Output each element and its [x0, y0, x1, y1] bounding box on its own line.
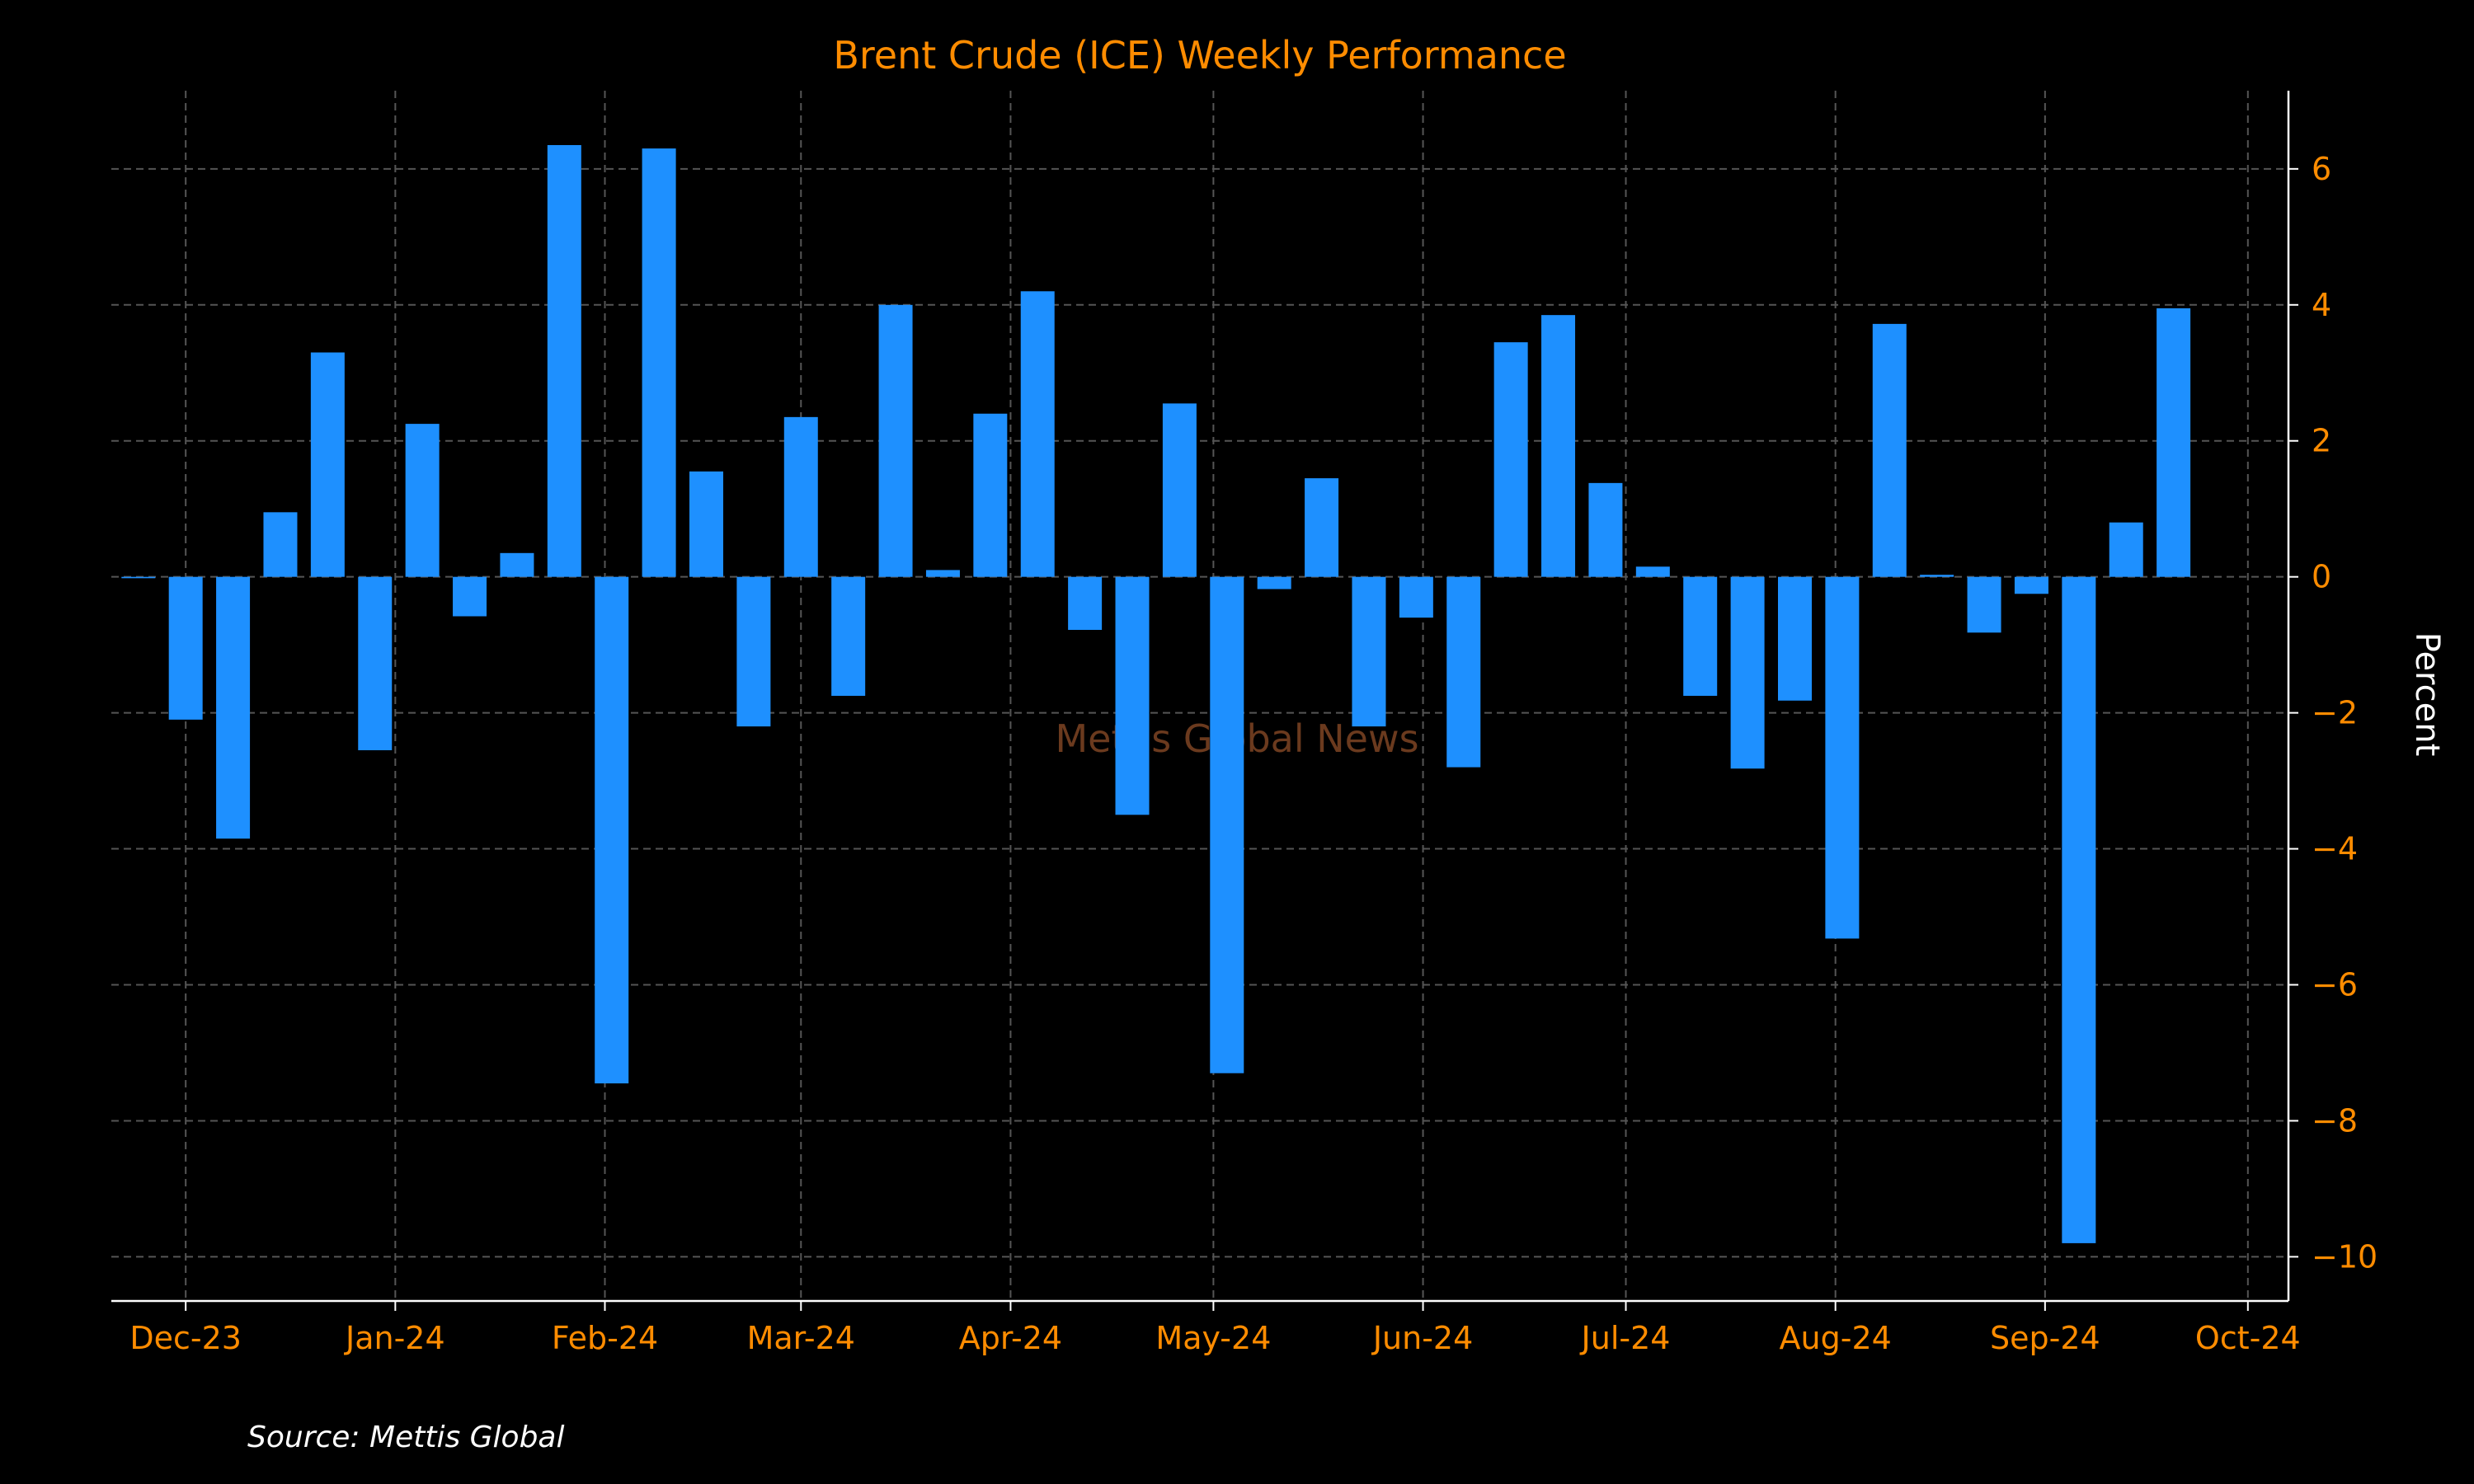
- axes-layer: [111, 91, 2290, 1303]
- x-tick-label: Jul-24: [1580, 1320, 1671, 1356]
- bar: [547, 144, 581, 577]
- bars-layer: [121, 144, 2191, 1243]
- y-tick-label: −2: [2312, 695, 2358, 731]
- x-tick-label: Jan-24: [344, 1320, 445, 1356]
- bar: [783, 416, 818, 577]
- y-tick-label: −6: [2312, 967, 2358, 1003]
- bar: [1967, 576, 2001, 633]
- y-tick-label: 4: [2312, 287, 2331, 323]
- x-tick-label: Feb-24: [552, 1320, 658, 1356]
- bar: [1210, 576, 1244, 1073]
- x-tick-label: May-24: [1155, 1320, 1271, 1356]
- y-tick-label: −10: [2312, 1238, 2378, 1275]
- bar: [453, 576, 487, 617]
- y-tick-label: 2: [2312, 423, 2331, 459]
- bar: [168, 576, 203, 720]
- x-axis-ticks: Dec-23 Jan-24 Feb-24 Mar-24 Apr-24 May-24 Jun-…: [129, 1301, 2301, 1356]
- bar: [1683, 576, 1718, 696]
- bar: [2014, 576, 2048, 594]
- y-tick-label: 0: [2312, 559, 2331, 595]
- bar: [1162, 403, 1197, 577]
- bar: [405, 424, 440, 577]
- bar: [216, 576, 251, 839]
- bar: [736, 576, 771, 727]
- x-tick-label: Oct-24: [2195, 1320, 2301, 1356]
- source-note: Source: Mettis Global: [247, 1421, 565, 1454]
- bar: [1730, 576, 1765, 769]
- bar: [595, 576, 629, 1084]
- x-tick-label: Jun-24: [1371, 1320, 1473, 1356]
- bar: [121, 576, 156, 579]
- x-tick-label: Dec-23: [129, 1320, 242, 1356]
- chart-title: Brent Crude (ICE) Weekly Performance: [833, 33, 1566, 77]
- bar: [2109, 522, 2143, 577]
- bar: [2062, 576, 2096, 1243]
- y-tick-label: −8: [2312, 1102, 2358, 1139]
- x-tick-label: Mar-24: [747, 1320, 855, 1356]
- bar: [1872, 323, 1907, 577]
- grid-layer: [111, 91, 2288, 1301]
- bar: [973, 413, 1008, 577]
- bar: [1588, 482, 1623, 577]
- bar: [1446, 576, 1481, 768]
- x-tick-label: Apr-24: [959, 1320, 1062, 1356]
- y-axis-ticks: 6 4 2 0 −2 −4 −6 −8 −10: [2288, 151, 2378, 1275]
- bar: [310, 352, 345, 577]
- bar: [358, 576, 393, 750]
- bar: [1020, 291, 1055, 577]
- bar: [1825, 576, 1860, 939]
- bar: [1635, 566, 1670, 577]
- bar: [1493, 342, 1528, 577]
- bar: [1541, 315, 1576, 577]
- x-tick-label: Aug-24: [1780, 1320, 1892, 1356]
- bar: [1399, 576, 1433, 618]
- bar: [1115, 576, 1150, 815]
- bar: [642, 148, 676, 577]
- bar: [263, 512, 298, 577]
- bar: [1777, 576, 1812, 701]
- y-axis-label: Percent: [2408, 632, 2446, 757]
- y-tick-label: 6: [2312, 151, 2331, 187]
- bar: [925, 570, 960, 577]
- bar: [878, 304, 913, 577]
- bar: [831, 576, 866, 696]
- bar: [500, 552, 534, 577]
- bar: [1068, 576, 1103, 631]
- bar: [2157, 308, 2191, 577]
- bar: [1920, 575, 1954, 577]
- y-tick-label: −4: [2312, 831, 2358, 867]
- bar: [1352, 576, 1386, 727]
- bar: [1257, 576, 1291, 589]
- bar: [1305, 478, 1339, 577]
- bar: [689, 471, 723, 577]
- x-tick-label: Sep-24: [1990, 1320, 2100, 1356]
